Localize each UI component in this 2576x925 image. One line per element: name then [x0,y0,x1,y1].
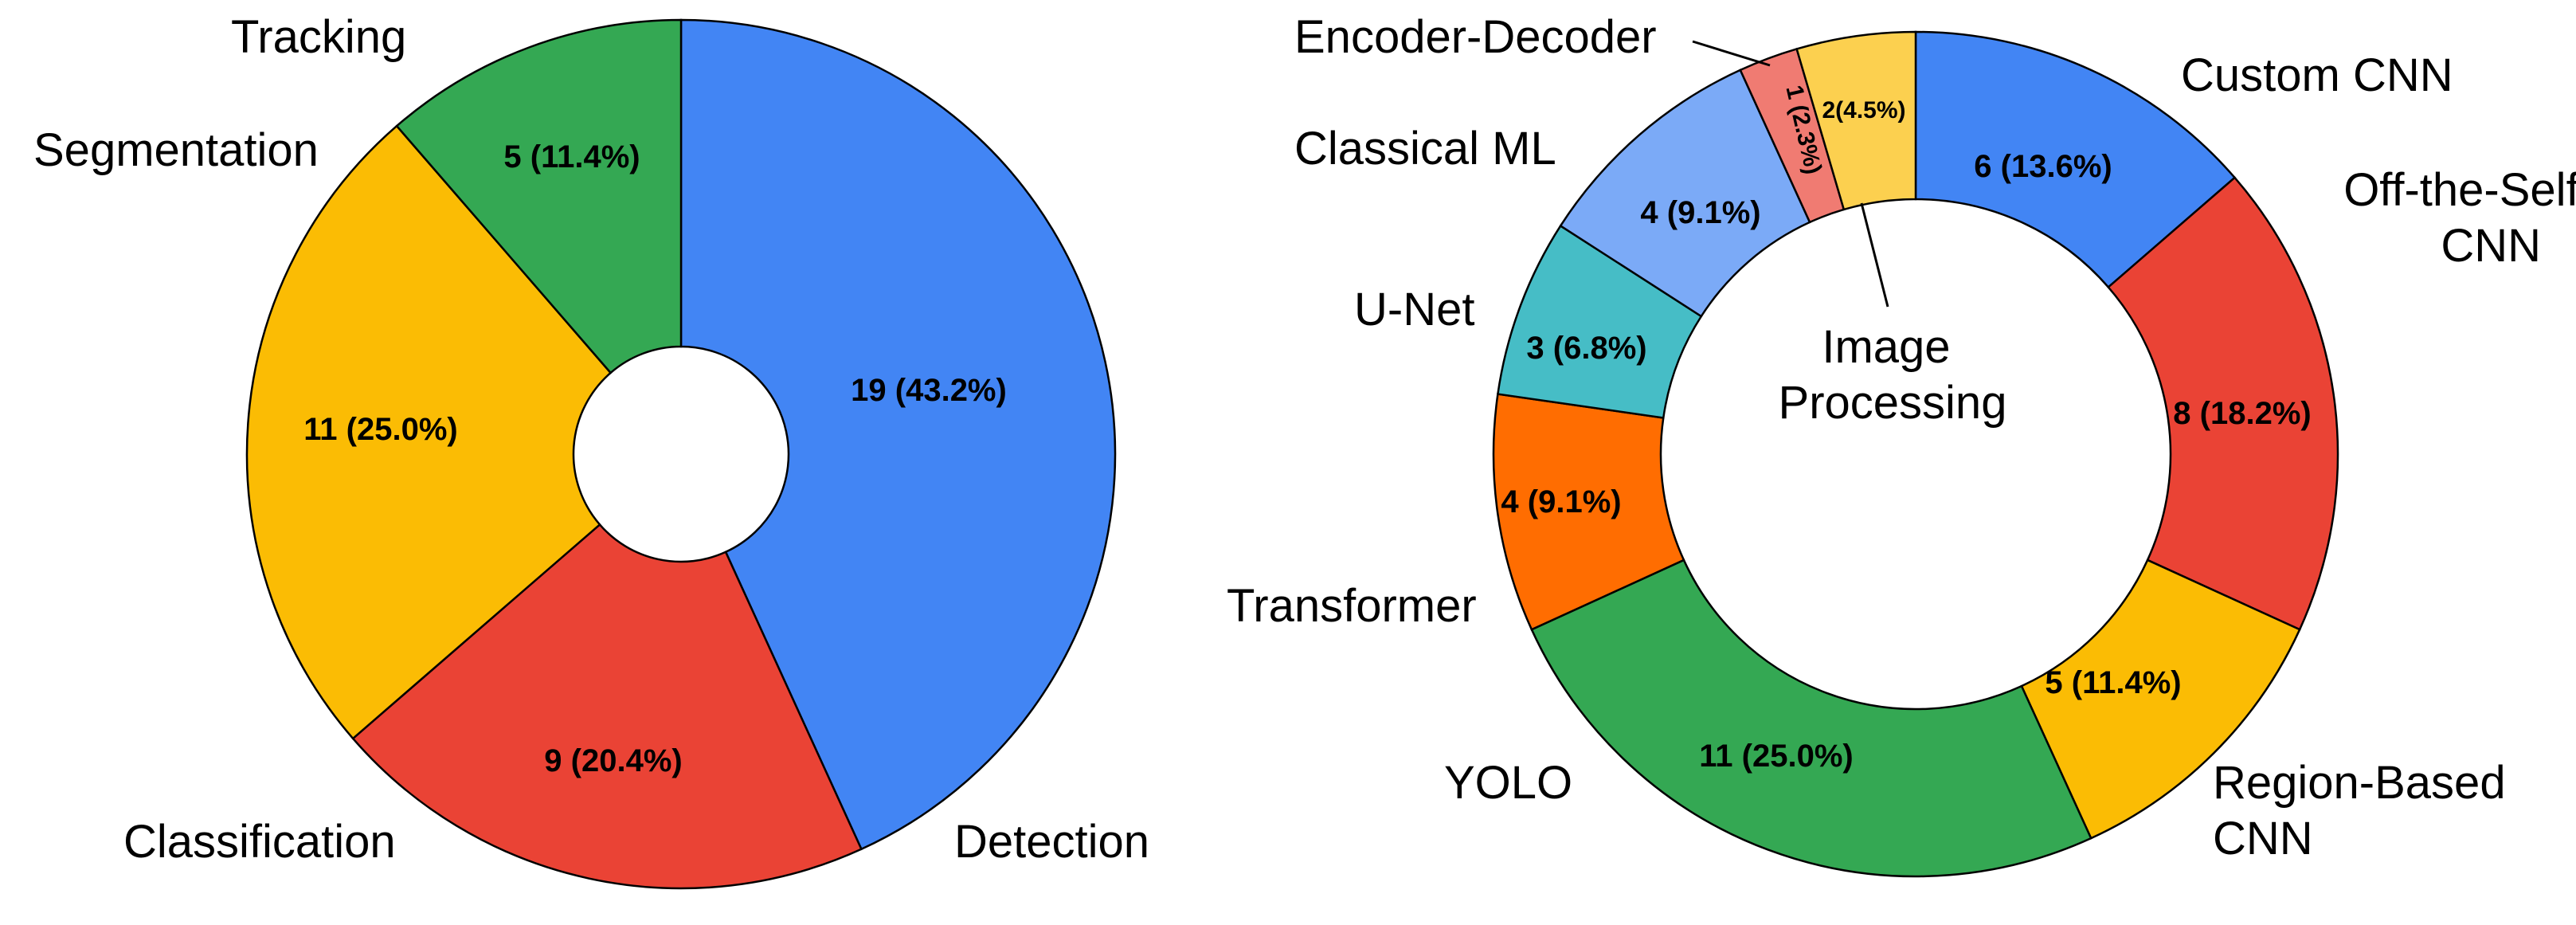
value-label-segmentation: 11 (25.0%) [303,412,457,447]
region-based-cnn-line-2: CNN [2213,813,2313,864]
category-label-yolo: YOLO [1444,757,1572,809]
category-label-encoder-decoder: Encoder-Decoder [1294,11,1657,63]
methods-slices [1492,30,2339,878]
value-label-u-net: 3 (6.8%) [1526,331,1646,366]
slice-classification [351,523,863,890]
category-label-u-net: U-Net [1354,284,1474,335]
slice-segmentation [245,124,613,740]
slice-image-processing [1795,30,1917,211]
image-processing-line-2: Processing [1779,377,2007,429]
value-label-transformer: 4 (9.1%) [1501,484,1621,519]
leader-line-encoder-decoder [1692,40,1771,67]
slice-tracking [395,18,683,374]
value-label-region-based-cnn: 5 (11.4%) [2045,665,2181,700]
methods-donut-chart: 6 (13.6%) 8 (18.2%) 5 (11.4%) 11 (25.0%)… [1227,11,2576,878]
category-label-image-processing: Image Processing [1779,321,2007,429]
off-the-self-cnn-line-1: Off-the-Self [2343,164,2576,216]
image-processing-line-1: Image [1822,321,1950,373]
value-label-classification: 9 (20.4%) [544,743,682,778]
category-label-region-based-cnn: Region-Based CNN [2213,757,2519,864]
value-label-classical-ml: 4 (9.1%) [1640,195,1760,230]
category-label-off-the-self-cnn: Off-the-Self CNN [2343,164,2576,272]
slice-yolo [1530,559,2093,878]
category-label-segmentation: Segmentation [33,124,319,176]
category-label-tracking: Tracking [231,11,406,63]
slice-custom-cnn [1914,30,2237,289]
category-label-detection: Detection [954,816,1149,868]
value-label-off-the-self-cnn: 8 (18.2%) [2173,396,2311,431]
value-label-yolo: 11 (25.0%) [1699,739,1853,774]
tasks-donut-chart: 19 (43.2%) 9 (20.4%) 11 (25.0%) 5 (11.4%… [33,11,1149,890]
category-label-classification: Classification [123,816,396,868]
off-the-self-cnn-line-2: CNN [2441,220,2541,272]
value-label-custom-cnn: 6 (13.6%) [1974,149,2112,184]
category-label-classical-ml: Classical ML [1294,123,1556,174]
tasks-slices [245,18,1117,890]
value-label-detection: 19 (43.2%) [851,373,1007,408]
slice-detection [679,18,1117,851]
region-based-cnn-line-1: Region-Based [2213,757,2506,809]
slice-off-the-self-cnn [2107,176,2339,631]
value-label-image-processing: 2(4.5%) [1822,97,1905,123]
category-label-transformer: Transformer [1227,580,1477,632]
value-label-tracking: 5 (11.4%) [503,139,640,174]
category-label-custom-cnn: Custom CNN [2181,49,2453,101]
leader-line-image-processing [1860,202,1889,308]
